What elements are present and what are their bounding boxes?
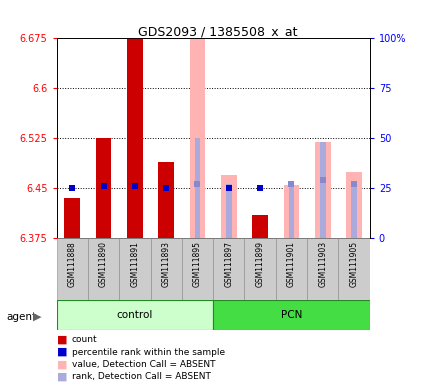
Text: PCN: PCN [280, 310, 302, 320]
Bar [150, 238, 181, 300]
Text: GSM111891: GSM111891 [130, 241, 139, 287]
Bar [95, 138, 111, 238]
Bar [119, 238, 150, 300]
Bar [351, 184, 356, 238]
Bar [345, 172, 361, 238]
Text: GSM111897: GSM111897 [224, 241, 233, 287]
Text: ■: ■ [56, 347, 67, 357]
Text: ▶: ▶ [33, 312, 41, 322]
Bar [314, 142, 330, 238]
Bar [64, 198, 80, 238]
Bar [127, 38, 142, 238]
Text: ■: ■ [56, 359, 67, 369]
Text: GSM111899: GSM111899 [255, 241, 264, 287]
Text: value, Detection Call = ABSENT: value, Detection Call = ABSENT [72, 360, 215, 369]
Text: GSM111903: GSM111903 [318, 241, 326, 287]
Text: GSM111893: GSM111893 [161, 241, 170, 287]
Bar [213, 238, 244, 300]
Text: ■: ■ [56, 372, 67, 382]
Bar [56, 300, 213, 330]
Text: GSM111905: GSM111905 [349, 241, 358, 287]
Bar [275, 238, 306, 300]
Text: GSM111890: GSM111890 [99, 241, 108, 287]
Bar [288, 184, 293, 238]
Bar [56, 238, 88, 300]
Bar [189, 38, 205, 238]
Text: GSM111895: GSM111895 [193, 241, 201, 287]
Bar [226, 184, 231, 238]
Bar [306, 238, 338, 300]
Text: rank, Detection Call = ABSENT: rank, Detection Call = ABSENT [72, 372, 210, 381]
Text: agent: agent [7, 312, 36, 322]
Bar [213, 300, 369, 330]
Bar [319, 142, 325, 238]
Bar [252, 215, 267, 238]
Bar [220, 175, 236, 238]
Bar [194, 138, 200, 238]
Text: GSM111888: GSM111888 [68, 241, 76, 287]
Bar [338, 238, 369, 300]
Bar [88, 238, 119, 300]
Text: count: count [72, 335, 97, 344]
Text: control: control [116, 310, 153, 320]
Text: GDS2093 / 1385508_x_at: GDS2093 / 1385508_x_at [138, 25, 296, 38]
Text: ■: ■ [56, 335, 67, 345]
Bar [158, 162, 174, 238]
Bar [181, 238, 213, 300]
Text: GSM111901: GSM111901 [286, 241, 295, 287]
Bar [283, 185, 299, 238]
Bar [244, 238, 275, 300]
Text: percentile rank within the sample: percentile rank within the sample [72, 348, 224, 357]
